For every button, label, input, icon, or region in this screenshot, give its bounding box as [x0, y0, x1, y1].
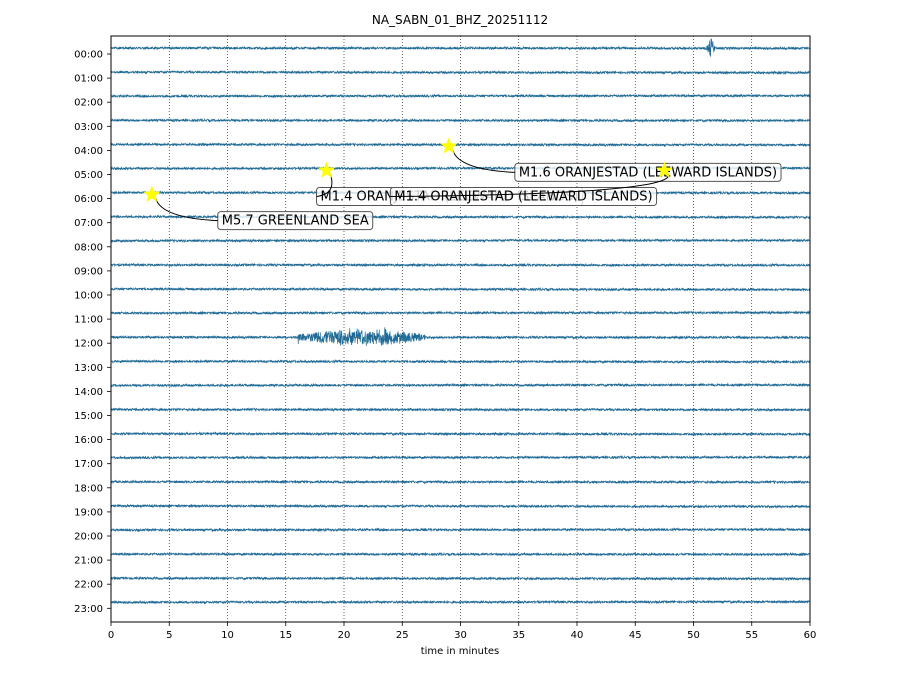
y-tick-label-22:00: 22:00 [74, 580, 103, 591]
event-star-marker-0 [440, 137, 458, 154]
event-annotation-0: M1.6 ORANJESTAD (LEEWARD ISLANDS) [440, 137, 782, 182]
y-tick-label-20:00: 20:00 [74, 532, 103, 543]
event-annotations: M1.6 ORANJESTAD (LEEWARD ISLANDS) M1.4 OR… [143, 137, 782, 231]
y-tick-label-01:00: 01:00 [74, 74, 103, 85]
trace-04:00 [110, 142, 811, 148]
x-axis-label: time in minutes [421, 646, 500, 657]
y-tick-label-17:00: 17:00 [74, 459, 103, 470]
x-tick-label-30: 30 [454, 630, 467, 641]
y-tick-label-15:00: 15:00 [74, 411, 103, 422]
y-tick-label-23:00: 23:00 [74, 604, 103, 615]
trace-11:00 [110, 310, 811, 316]
y-tick-label-05:00: 05:00 [74, 170, 103, 181]
trace-12:00 [110, 327, 811, 346]
y-tick-label-04:00: 04:00 [74, 146, 103, 157]
x-tick-label-10: 10 [221, 630, 234, 641]
x-tick-label-20: 20 [338, 630, 351, 641]
trace-19:00 [110, 503, 811, 509]
x-tick-label-15: 15 [279, 630, 292, 641]
y-tick-label-03:00: 03:00 [74, 122, 103, 133]
trace-00:00 [110, 38, 811, 57]
axes: 0 5 10 15 20 25 30 35 40 45 50 55 60 00:00 01:00 02:00 0… [74, 35, 817, 641]
y-tick-label-19:00: 19:00 [74, 507, 103, 518]
y-tick-label-10:00: 10:00 [74, 291, 103, 302]
trace-10:00 [110, 286, 811, 292]
trace-18:00 [110, 479, 811, 485]
x-tick-label-35: 35 [512, 630, 525, 641]
y-tick-label-08:00: 08:00 [74, 242, 103, 253]
event-leader-1 [316, 174, 333, 197]
y-tick-label-02:00: 02:00 [74, 98, 103, 109]
y-tick-label-18:00: 18:00 [74, 483, 103, 494]
y-tick-label-11:00: 11:00 [74, 315, 103, 326]
y-tick-label-16:00: 16:00 [74, 435, 103, 446]
trace-01:00 [110, 69, 811, 76]
trace-13:00 [110, 358, 811, 365]
y-tick-label-21:00: 21:00 [74, 556, 103, 567]
event-leader-3 [155, 198, 218, 222]
trace-23:00 [110, 599, 811, 605]
x-tick-label-25: 25 [396, 630, 409, 641]
trace-17:00 [110, 454, 811, 460]
y-tick-label-06:00: 06:00 [74, 194, 103, 205]
event-label-0: M1.6 ORANJESTAD (LEEWARD ISLANDS) [519, 165, 777, 180]
y-tick-label-09:00: 09:00 [74, 266, 103, 277]
y-tick-label-12:00: 12:00 [74, 339, 103, 350]
event-annotation-3: M5.7 GREENLAND SEA [143, 185, 374, 231]
event-label-2: M1.4 ORANJESTAD (LEEWARD ISLANDS) [394, 190, 652, 205]
x-tick-label-60: 60 [804, 630, 817, 641]
y-tick-label-00:00: 00:00 [74, 50, 103, 61]
trace-14:00 [110, 382, 811, 388]
event-star-marker-1 [317, 161, 336, 178]
event-star-marker-2 [655, 161, 673, 178]
x-tick-label-50: 50 [687, 630, 700, 641]
trace-15:00 [110, 407, 811, 413]
y-tick-label-14:00: 14:00 [74, 387, 103, 398]
trace-08:00 [110, 237, 811, 244]
trace-16:00 [110, 431, 811, 437]
x-tick-label-45: 45 [629, 630, 642, 641]
chart-title: NA_SABN_01_BHZ_20251112 [372, 13, 548, 27]
trace-09:00 [110, 262, 811, 268]
y-tick-label-07:00: 07:00 [74, 218, 103, 229]
y-tick-label-13:00: 13:00 [74, 363, 103, 374]
event-leader-2 [390, 174, 669, 197]
event-leader-0 [452, 150, 515, 173]
x-tick-label-5: 5 [166, 630, 172, 641]
trace-02:00 [110, 93, 811, 99]
trace-group [110, 38, 811, 605]
x-tick-label-40: 40 [571, 630, 584, 641]
x-tick-label-55: 55 [745, 630, 758, 641]
event-annotation-2: M1.4 ORANJESTAD (LEEWARD ISLANDS) [389, 161, 673, 206]
x-tick-label-0: 0 [108, 630, 114, 641]
event-label-3: M5.7 GREENLAND SEA [222, 214, 369, 229]
trace-21:00 [110, 551, 811, 557]
trace-22:00 [110, 575, 811, 582]
trace-03:00 [110, 118, 811, 123]
trace-20:00 [110, 527, 811, 533]
event-star-marker-3 [143, 185, 161, 202]
